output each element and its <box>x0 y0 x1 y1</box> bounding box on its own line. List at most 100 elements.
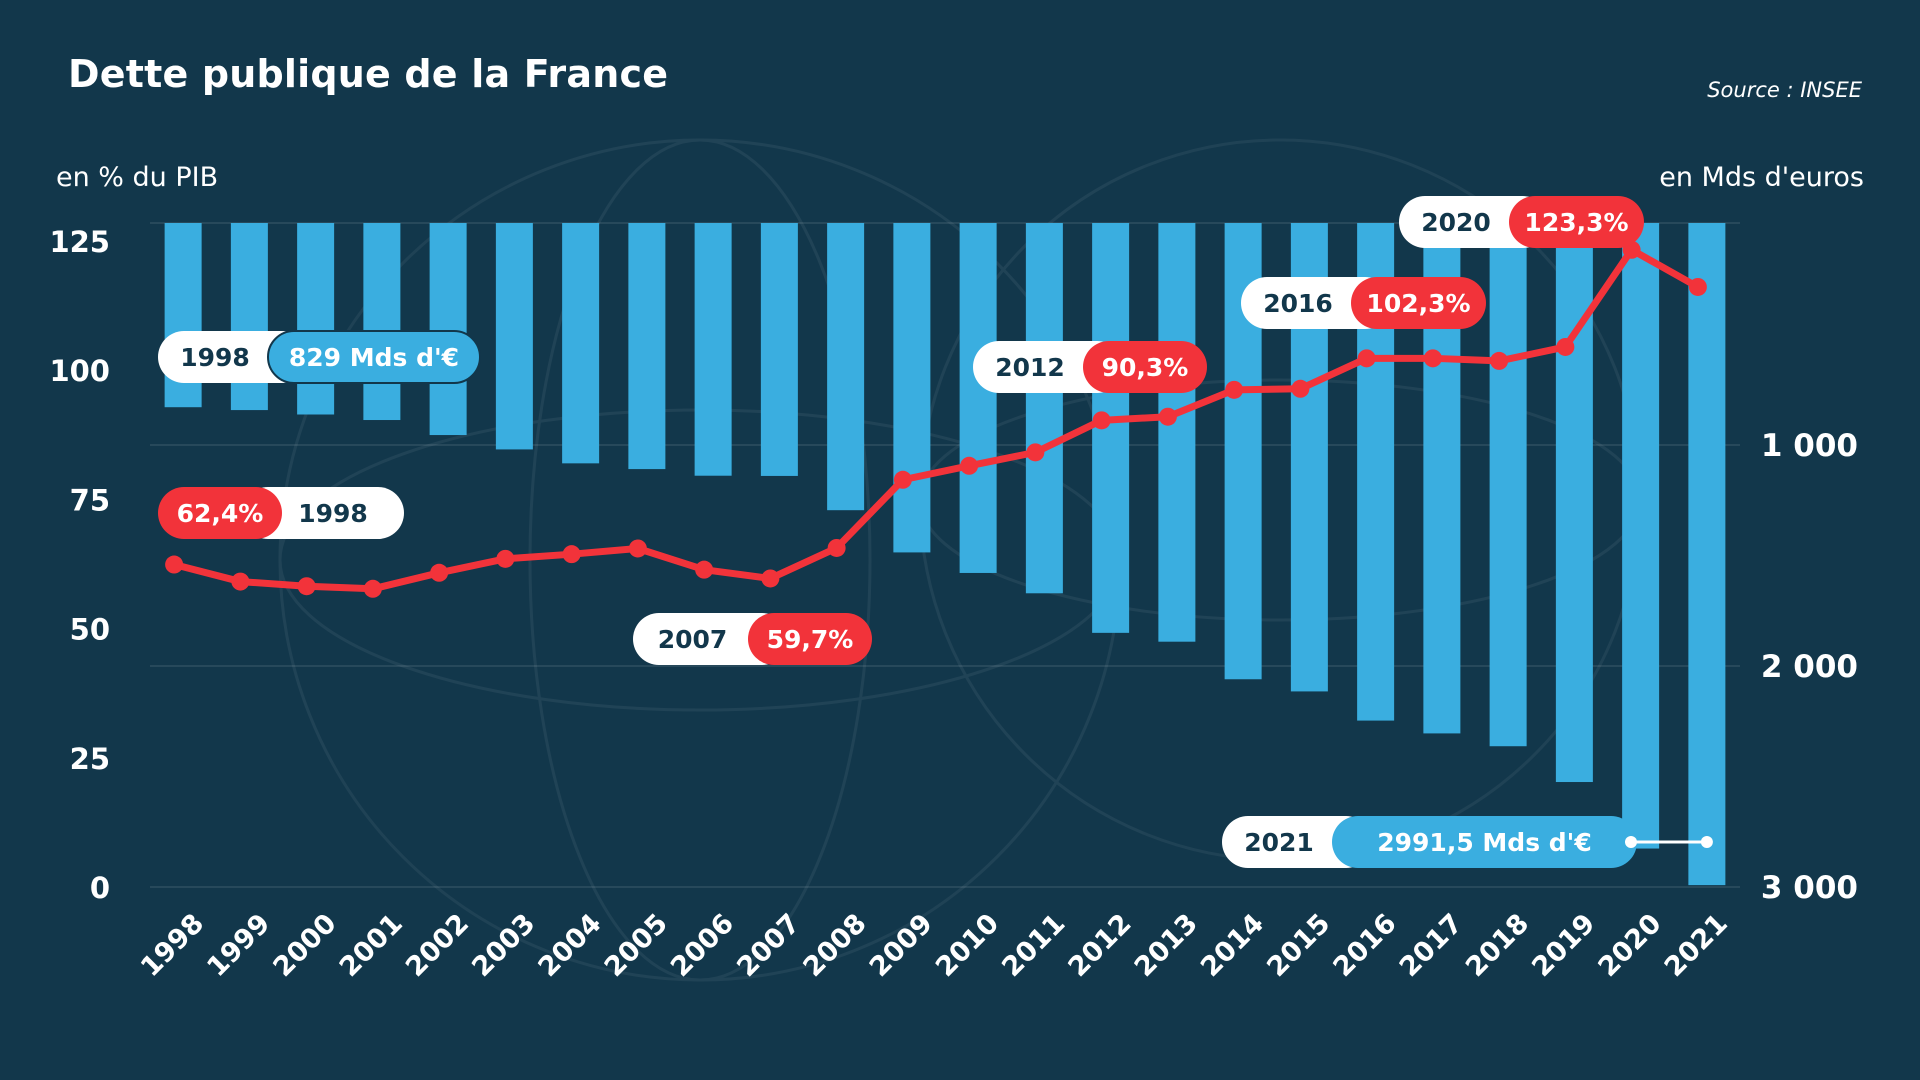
line-point-2014 <box>1225 380 1244 399</box>
connector-dot <box>1625 836 1637 848</box>
x-tick-2011: 2011 <box>996 908 1071 983</box>
line-point-2019 <box>1556 337 1575 356</box>
line-point-1998 <box>165 555 184 574</box>
line-point-2003 <box>496 549 515 568</box>
x-tick-2020: 2020 <box>1593 908 1668 983</box>
x-tick-2012: 2012 <box>1063 908 1138 983</box>
annotation-year: 2016 <box>1263 289 1333 318</box>
bar-2003 <box>495 223 533 450</box>
bar-2021 <box>1688 223 1726 886</box>
line-point-2016 <box>1357 349 1376 368</box>
x-tick-2016: 2016 <box>1328 908 1403 983</box>
line-point-1999 <box>231 572 250 591</box>
annotation-2021-bar: 2021 2991,5 Mds d'€ <box>1222 816 1713 868</box>
bar-2008 <box>827 223 865 511</box>
bar-2011 <box>1025 223 1063 594</box>
left-tick-label: 100 <box>49 354 110 388</box>
annotation-value: 829 Mds d'€ <box>289 343 459 372</box>
x-tick-2006: 2006 <box>665 908 740 983</box>
annotation-2012-line: 2012 90,3% <box>973 341 1207 393</box>
annotation-1998-line: 62,4% 1998 <box>158 487 404 539</box>
x-tick-2008: 2008 <box>798 908 873 983</box>
x-tick-1999: 1999 <box>201 908 276 983</box>
line-point-2006 <box>695 560 714 579</box>
line-point-2013 <box>1158 407 1177 426</box>
line-point-2008 <box>827 538 846 557</box>
line-point-2018 <box>1490 351 1509 370</box>
line-point-2010 <box>960 456 979 475</box>
x-tick-2000: 2000 <box>268 908 343 983</box>
annotation-1998-bar: 1998 829 Mds d'€ <box>158 330 481 384</box>
annotation-year: 2020 <box>1421 208 1491 237</box>
bar-2000 <box>297 223 335 415</box>
annotation-value: 90,3% <box>1102 353 1189 382</box>
left-tick-label: 75 <box>70 483 110 517</box>
line-point-2002 <box>430 563 449 582</box>
x-tick-2019: 2019 <box>1526 908 1601 983</box>
bar-2006 <box>694 223 732 476</box>
annotation-year: 2007 <box>658 625 728 654</box>
right-tick-label: 2 000 <box>1761 649 1858 685</box>
annotation-year: 1998 <box>298 499 368 528</box>
bar-2004 <box>562 223 600 464</box>
debt-pct-line <box>173 246 1700 593</box>
x-tick-2018: 2018 <box>1460 908 1535 983</box>
left-tick-label: 50 <box>70 613 110 647</box>
x-tick-2010: 2010 <box>930 908 1005 983</box>
x-tick-2005: 2005 <box>599 908 674 983</box>
line-point-2000 <box>297 577 316 596</box>
connector-dot <box>1700 836 1713 848</box>
bar-2005 <box>628 223 666 470</box>
bar-2018 <box>1489 223 1527 747</box>
line-point-2011 <box>1026 443 1045 462</box>
x-tick-2015: 2015 <box>1261 908 1336 983</box>
annotation-year: 2012 <box>995 353 1065 382</box>
left-tick-label: 25 <box>70 742 110 776</box>
bar-2001 <box>363 223 401 421</box>
bar-2010 <box>959 223 997 573</box>
bar-2019 <box>1555 223 1593 783</box>
x-tick-2004: 2004 <box>533 908 608 983</box>
x-tick-2021: 2021 <box>1659 908 1734 983</box>
annotation-2020-line: 2020 123,3% <box>1399 196 1644 248</box>
annotation-value: 102,3% <box>1366 289 1470 318</box>
line-point-2005 <box>628 539 647 558</box>
annotation-year: 1998 <box>180 343 250 372</box>
line-point-2021 <box>1688 277 1707 296</box>
annotation-2016-line: 2016 102,3% <box>1241 277 1486 329</box>
right-axis-unit: en Mds d'euros <box>1659 162 1864 193</box>
x-tick-2001: 2001 <box>334 908 409 983</box>
annotation-year: 2021 <box>1244 828 1314 857</box>
line-point-2004 <box>562 545 581 564</box>
left-tick-label: 0 <box>90 871 110 905</box>
source-note: Source : INSEE <box>1707 78 1862 102</box>
left-axis-unit: en % du PIB <box>56 162 219 193</box>
line-point-2009 <box>893 470 912 489</box>
x-tick-2009: 2009 <box>864 908 939 983</box>
annotation-value: 62,4% <box>177 499 264 528</box>
bar-2009 <box>893 223 931 553</box>
line-point-2017 <box>1423 349 1442 368</box>
x-tick-2002: 2002 <box>400 908 475 983</box>
left-tick-label: 125 <box>49 225 110 259</box>
bar-2013 <box>1158 223 1196 642</box>
line-point-2001 <box>363 579 382 598</box>
x-tick-2014: 2014 <box>1195 908 1270 983</box>
annotation-2007-line: 2007 59,7% <box>633 613 872 665</box>
annotation-value: 59,7% <box>767 625 854 654</box>
line-point-2012 <box>1092 411 1111 430</box>
bar-2020 <box>1622 223 1660 849</box>
annotation-value: 123,3% <box>1524 208 1628 237</box>
x-tick-1998: 1998 <box>135 908 210 983</box>
x-tick-2007: 2007 <box>731 908 806 983</box>
bar-2007 <box>760 223 798 476</box>
line-point-2015 <box>1291 379 1310 398</box>
chart-title: Dette publique de la France <box>68 52 669 96</box>
annotation-value: 2991,5 Mds d'€ <box>1377 828 1591 857</box>
bar-2002 <box>429 223 467 436</box>
line-point-2007 <box>761 569 780 588</box>
right-tick-label: 3 000 <box>1761 870 1858 906</box>
right-tick-label: 1 000 <box>1761 428 1858 464</box>
x-tick-2013: 2013 <box>1129 908 1204 983</box>
